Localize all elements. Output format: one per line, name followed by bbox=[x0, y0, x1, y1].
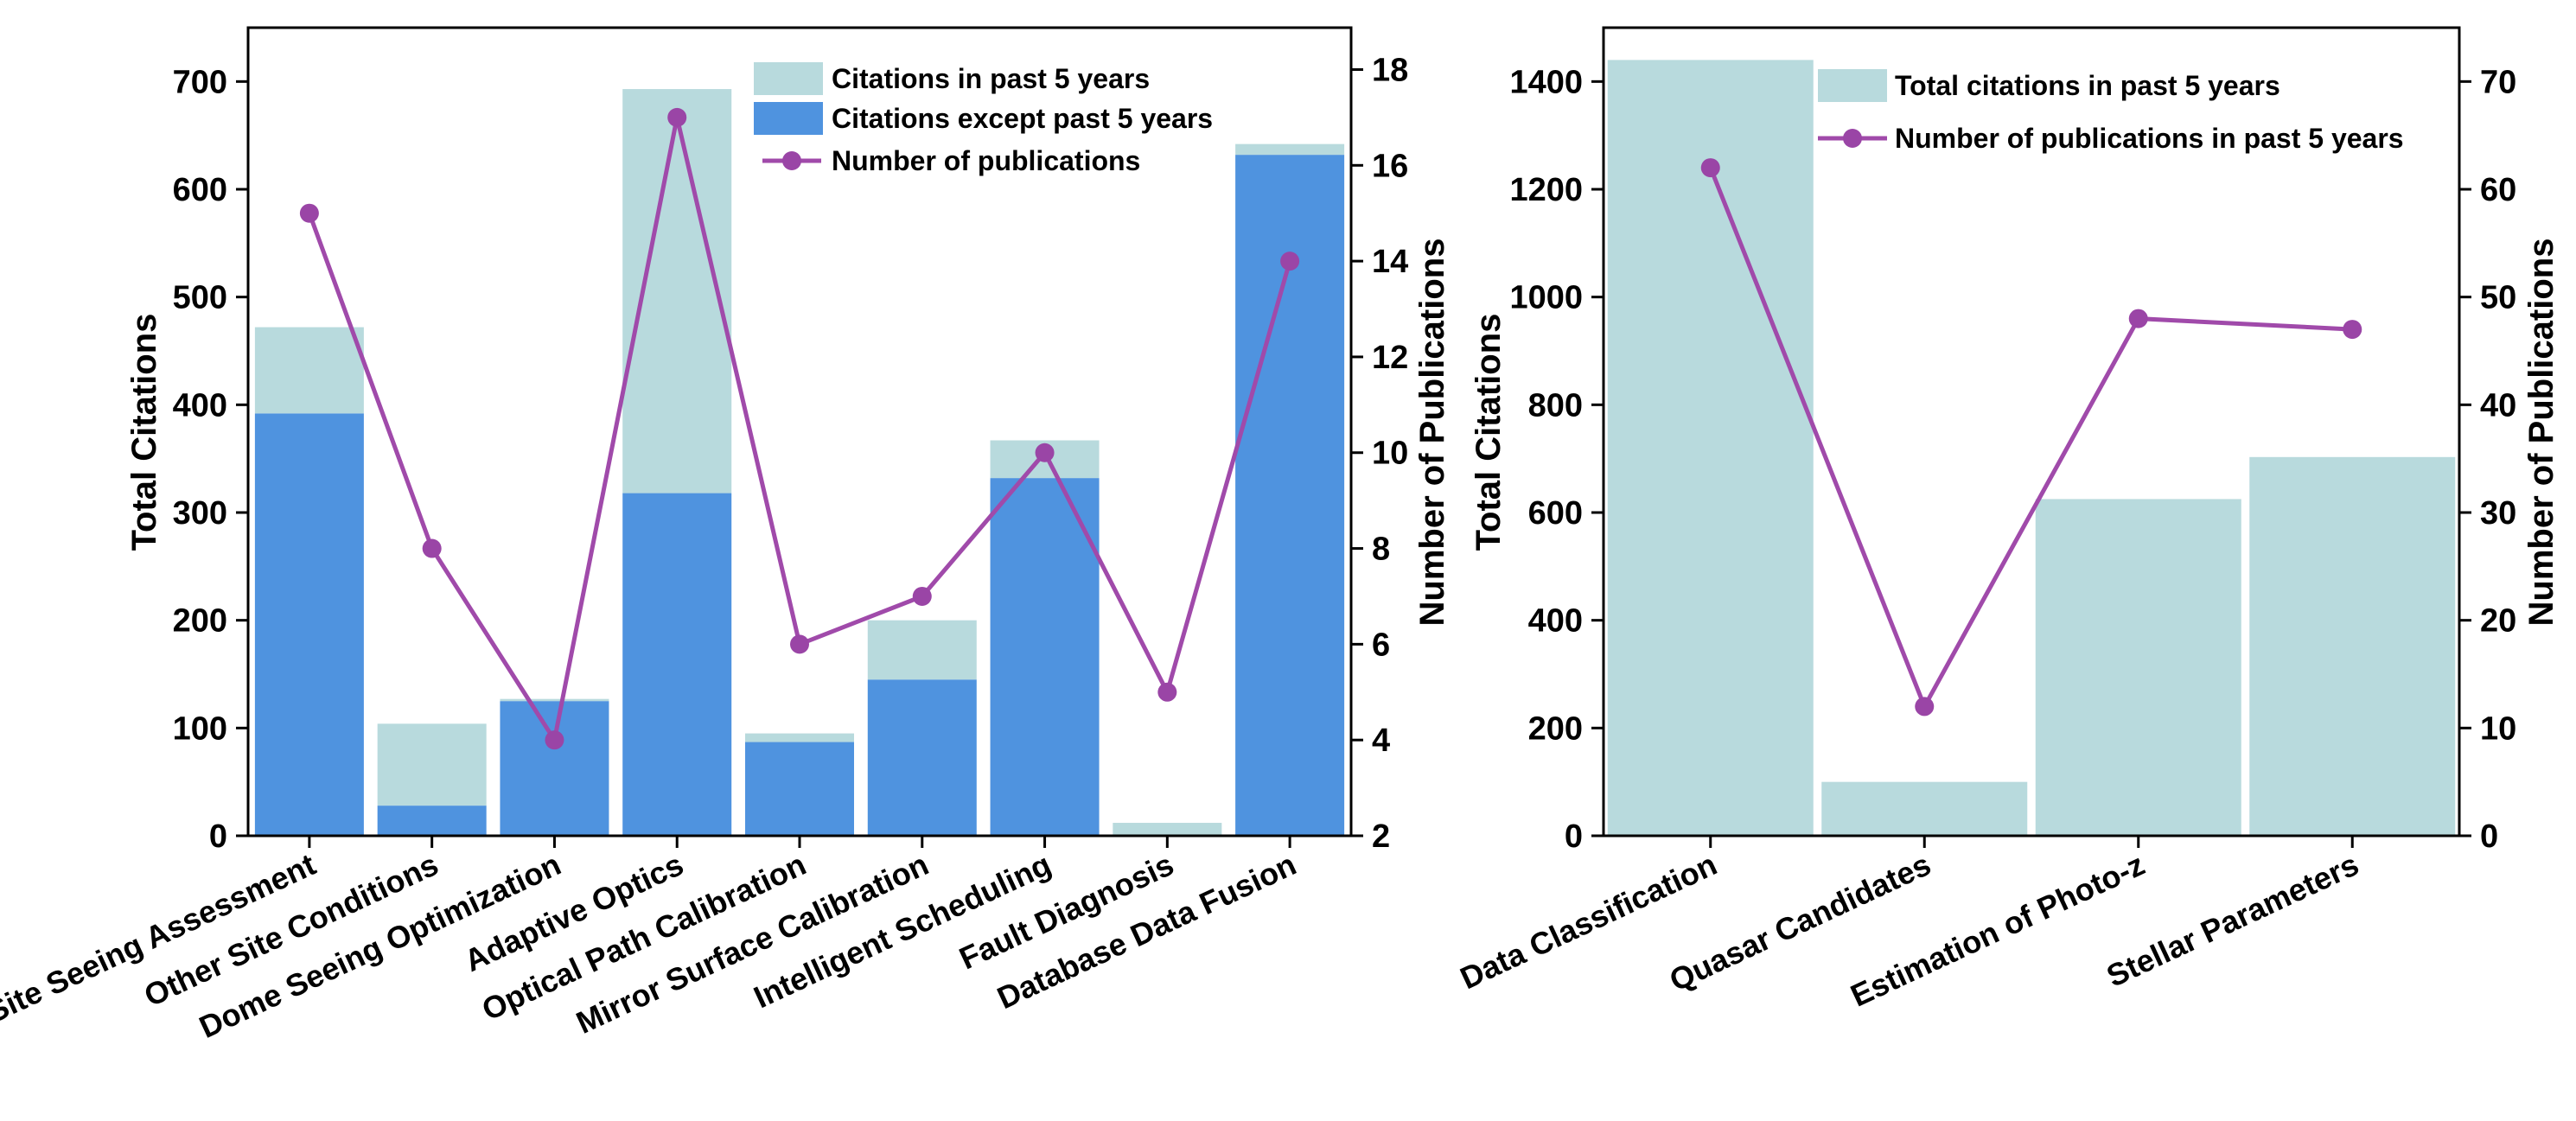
marker-stellar-parameters bbox=[2343, 320, 2362, 340]
legend-label-older: Citations except past 5 years bbox=[832, 103, 1213, 134]
y-tick-label-300: 300 bbox=[173, 495, 227, 532]
y-tick-label-200: 200 bbox=[173, 603, 227, 640]
bar-other-site-conditions-citations-except-past-5-years bbox=[377, 806, 487, 836]
legend-swatch-recent bbox=[754, 62, 823, 95]
legend-marker-publications bbox=[782, 151, 801, 170]
bar-fault-diagnosis-citations-in-past-5-years bbox=[1113, 823, 1222, 836]
y2-tick-label-60: 60 bbox=[2480, 172, 2516, 208]
right-axis-ticks: 0 200 400 600 800 1000 1200 1400 0 10 20 30 40 50 60 70 bbox=[1509, 64, 2516, 855]
marker-optical-path-calibration bbox=[790, 634, 809, 654]
marker-site-seeing-assessment bbox=[299, 203, 319, 223]
marker-data-classification bbox=[1700, 158, 1720, 178]
marker-other-site-conditions bbox=[422, 538, 442, 558]
marker-database-data-fusion bbox=[1280, 252, 1300, 271]
right-plot-frame bbox=[1602, 26, 2461, 838]
y2-tick-label-10: 10 bbox=[1372, 436, 1408, 472]
y-tick-label-600: 600 bbox=[1528, 495, 1583, 532]
marker-fault-diagnosis bbox=[1157, 682, 1177, 702]
marker-adaptive-optics bbox=[667, 107, 687, 127]
y-tick-label-800: 800 bbox=[1528, 387, 1583, 424]
legend-marker-recent-publications bbox=[1843, 129, 1862, 148]
bar-optical-path-calibration-citations-except-past-5-years bbox=[745, 742, 854, 836]
bar-dome-seeing-optimization-citations-except-past-5-years bbox=[500, 701, 609, 836]
legend-label-total-recent: Total citations in past 5 years bbox=[1895, 70, 2280, 101]
bar-site-seeing-assessment-citations-except-past-5-years bbox=[254, 413, 364, 836]
right-y-axis-title: Total Citations bbox=[1470, 314, 1508, 551]
bar-data-classification-total-citations-in-past-5-years bbox=[1607, 60, 1814, 836]
y2-tick-label-2: 2 bbox=[1372, 818, 1390, 855]
y-tick-label-100: 100 bbox=[173, 710, 227, 747]
marker-quasar-candidates bbox=[1915, 697, 1935, 717]
y-tick-label-700: 700 bbox=[173, 64, 227, 100]
bar-adaptive-optics-citations-except-past-5-years bbox=[622, 493, 732, 836]
y-tick-label-0: 0 bbox=[1565, 818, 1583, 855]
y2-tick-label-0: 0 bbox=[2480, 818, 2498, 855]
y2-tick-label-70: 70 bbox=[2480, 64, 2516, 100]
bar-dome-seeing-optimization-citations-in-past-5-years bbox=[500, 698, 609, 702]
left-publication-line bbox=[299, 107, 1300, 750]
bar-estimation-of-photo-z-total-citations-in-past-5-years bbox=[2035, 499, 2241, 836]
bar-adaptive-optics-citations-in-past-5-years bbox=[622, 89, 732, 494]
left-plot-frame bbox=[246, 26, 1353, 838]
y2-tick-label-16: 16 bbox=[1372, 148, 1408, 184]
y2-tick-label-20: 20 bbox=[2480, 603, 2516, 640]
left-y2-axis-title: Number of Publications bbox=[1413, 239, 1451, 627]
y2-tick-label-4: 4 bbox=[1372, 723, 1390, 759]
bar-database-data-fusion-citations-in-past-5-years bbox=[1235, 143, 1345, 156]
right-publication-line bbox=[1700, 158, 2362, 717]
y2-tick-label-50: 50 bbox=[2480, 280, 2516, 316]
legend-label-recent: Citations in past 5 years bbox=[832, 63, 1150, 94]
y-tick-label-1400: 1400 bbox=[1509, 64, 1583, 100]
bar-intelligent-scheduling-citations-except-past-5-years bbox=[990, 478, 1100, 836]
right-bars bbox=[1607, 60, 2456, 836]
legend-swatch-older bbox=[754, 102, 823, 135]
y-tick-label-400: 400 bbox=[173, 387, 227, 424]
left-axis-ticks: 0 100 200 300 400 500 600 700 2 4 6 8 10 12 14 16 18 bbox=[173, 52, 1409, 855]
y2-tick-label-18: 18 bbox=[1372, 52, 1408, 88]
right-y2-axis-title: Number of Publications bbox=[2522, 239, 2560, 627]
marker-mirror-surface-calibration bbox=[912, 586, 932, 606]
y-tick-label-1000: 1000 bbox=[1509, 280, 1583, 316]
y-tick-label-1200: 1200 bbox=[1509, 172, 1583, 208]
bar-other-site-conditions-citations-in-past-5-years bbox=[377, 723, 487, 806]
bar-stellar-parameters-total-citations-in-past-5-years bbox=[2249, 456, 2456, 836]
bar-site-seeing-assessment-citations-in-past-5-years bbox=[254, 327, 364, 414]
chart-right: 0 200 400 600 800 1000 1200 1400 0 10 20 30 40 50 60 70… bbox=[1455, 26, 2560, 1014]
y-tick-label-200: 200 bbox=[1528, 710, 1583, 747]
y-tick-label-0: 0 bbox=[209, 818, 227, 855]
y2-tick-label-30: 30 bbox=[2480, 495, 2516, 532]
legend-label-recent-publications: Number of publications in past 5 years bbox=[1895, 123, 2404, 154]
chart-left: 0 100 200 300 400 500 600 700 2 4 6 8 10 12 14 16 18 Sit… bbox=[0, 26, 1451, 1045]
y2-tick-label-6: 6 bbox=[1372, 627, 1390, 663]
marker-dome-seeing-optimization bbox=[545, 730, 564, 750]
left-bars bbox=[254, 89, 1345, 836]
left-legend: Citations in past 5 years Citations exce… bbox=[754, 62, 1213, 176]
y-tick-label-500: 500 bbox=[173, 280, 227, 316]
legend-swatch-total-recent bbox=[1818, 69, 1887, 102]
y-tick-label-400: 400 bbox=[1528, 603, 1583, 640]
bar-quasar-candidates-total-citations-in-past-5-years bbox=[1821, 781, 2028, 836]
y2-tick-label-10: 10 bbox=[2480, 710, 2516, 747]
marker-estimation-of-photo-z bbox=[2128, 309, 2148, 328]
y2-tick-label-12: 12 bbox=[1372, 340, 1408, 376]
line-number-of-publications-in-past-5-years bbox=[1708, 167, 2353, 712]
left-y-axis-title: Total Citations bbox=[125, 314, 163, 551]
right-legend: Total citations in past 5 years Number o… bbox=[1818, 69, 2404, 154]
bar-mirror-surface-calibration-citations-in-past-5-years bbox=[867, 620, 977, 680]
y2-tick-label-8: 8 bbox=[1372, 532, 1390, 568]
y2-tick-label-14: 14 bbox=[1372, 244, 1408, 280]
marker-intelligent-scheduling bbox=[1035, 443, 1055, 462]
bar-mirror-surface-calibration-citations-except-past-5-years bbox=[867, 679, 977, 836]
y2-tick-label-40: 40 bbox=[2480, 387, 2516, 424]
y-tick-label-600: 600 bbox=[173, 172, 227, 208]
bar-optical-path-calibration-citations-in-past-5-years bbox=[745, 733, 854, 742]
legend-label-publications: Number of publications bbox=[832, 145, 1140, 176]
